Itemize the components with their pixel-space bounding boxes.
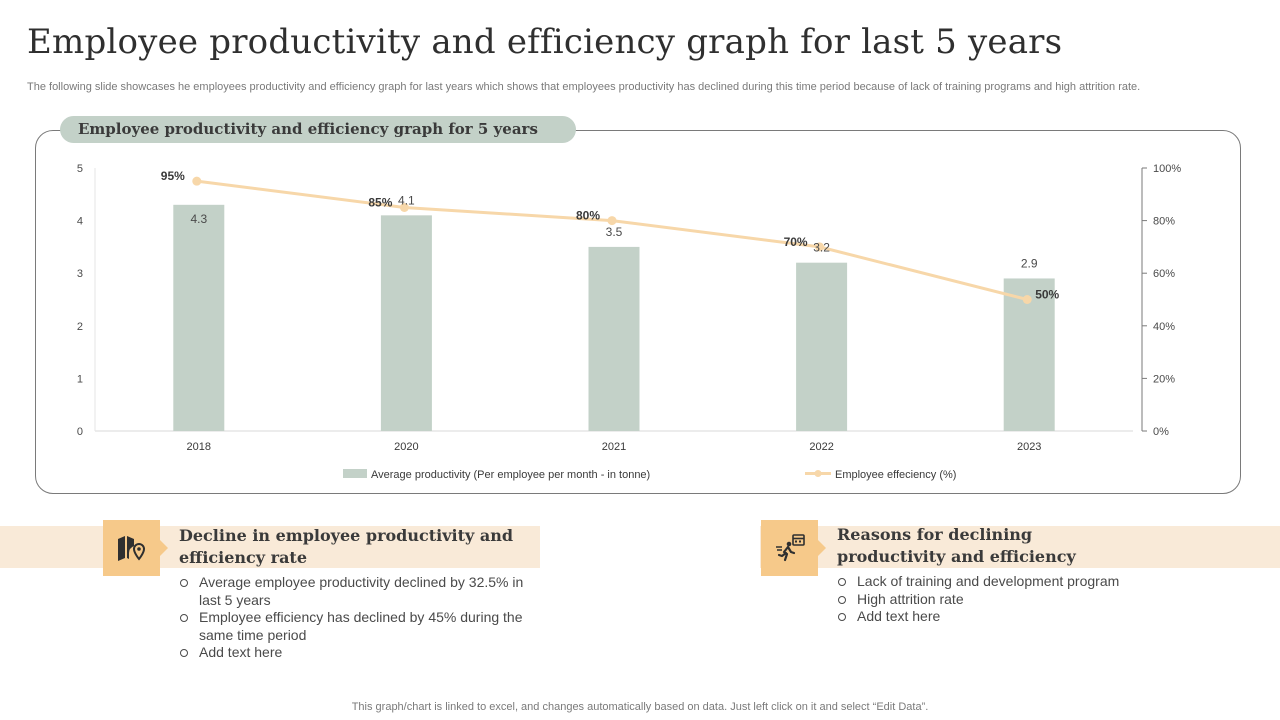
- bar-2022[interactable]: [796, 262, 848, 431]
- running-deadline-icon: [775, 534, 805, 562]
- left-section-title-line2: efficiency rate: [179, 548, 307, 567]
- line-data-label: 50%: [1035, 288, 1059, 302]
- left-section-band: [0, 526, 540, 568]
- line-data-label: 80%: [576, 209, 600, 223]
- legend-line-marker: [814, 470, 822, 477]
- list-item: Lack of training and development program: [837, 573, 1237, 591]
- bar-2021[interactable]: [588, 246, 640, 431]
- efficiency-point-2021[interactable]: [607, 216, 617, 226]
- x-tick-label: 2023: [1017, 441, 1041, 453]
- right-section-icon-box: [761, 520, 826, 576]
- line-data-label: 85%: [368, 195, 392, 209]
- line-data-label: 70%: [784, 235, 808, 249]
- efficiency-point-2018[interactable]: [192, 176, 202, 186]
- list-item: Add text here: [837, 608, 1237, 626]
- bar-2023[interactable]: [1003, 278, 1055, 431]
- y-right-tick-label: 0%: [1153, 426, 1169, 438]
- bar-data-label: 4.1: [398, 193, 415, 207]
- left-section-list: Average employee productivity declined b…: [179, 574, 559, 662]
- page-subtitle: The following slide showcases he employe…: [27, 81, 1141, 93]
- line-data-label: 95%: [161, 169, 185, 183]
- y-right-tick-label: 100%: [1153, 163, 1181, 175]
- efficiency-point-2022[interactable]: [815, 242, 825, 252]
- left-section-title: Decline in employee productivity and eff…: [179, 525, 513, 569]
- efficiency-point-2023[interactable]: [1022, 295, 1032, 304]
- chart-title: Employee productivity and efficiency gra…: [60, 116, 576, 143]
- bar-2018[interactable]: [173, 204, 225, 431]
- y-left-tick-label: 2: [77, 321, 83, 333]
- right-section-list: Lack of training and development program…: [837, 573, 1237, 626]
- chart-container: [35, 130, 1241, 494]
- bar-data-label: 4.3: [190, 212, 207, 226]
- x-tick-label: 2021: [602, 441, 626, 453]
- bar-data-label: 3.5: [606, 225, 623, 239]
- y-right-tick-label: 80%: [1153, 216, 1175, 228]
- bar-data-label: 3.2: [813, 241, 830, 255]
- right-section-title: Reasons for declining productivity and e…: [837, 524, 1076, 568]
- left-section-icon-box: [103, 520, 168, 576]
- right-section-band: [760, 526, 1280, 568]
- y-right-tick-label: 60%: [1153, 268, 1175, 280]
- list-item: High attrition rate: [837, 591, 1237, 609]
- y-left-tick-label: 0: [77, 426, 83, 438]
- legend-bar-label: Average productivity (Per employee per m…: [371, 469, 650, 481]
- y-left-tick-label: 5: [77, 163, 83, 175]
- y-right-tick-label: 20%: [1153, 373, 1175, 385]
- bar-data-label: 2.9: [1021, 256, 1038, 270]
- y-left-tick-label: 3: [77, 268, 83, 280]
- x-tick-label: 2022: [809, 441, 833, 453]
- list-item: Add text here: [179, 644, 559, 662]
- bar-2020[interactable]: [380, 215, 432, 431]
- x-tick-label: 2020: [394, 441, 418, 453]
- x-tick-label: 2018: [187, 441, 211, 453]
- legend-line-label: Employee effeciency (%): [835, 469, 956, 481]
- right-section-title-line1: Reasons for declining: [837, 525, 1033, 544]
- page-title: Employee productivity and efficiency gra…: [27, 22, 1063, 62]
- y-right-tick-label: 40%: [1153, 321, 1175, 333]
- efficiency-point-2020[interactable]: [399, 202, 409, 212]
- y-left-tick-label: 1: [77, 373, 83, 385]
- left-section-title-line1: Decline in employee productivity and: [179, 526, 514, 545]
- map-location-icon: [117, 536, 145, 561]
- legend-bar-swatch: [343, 469, 367, 478]
- list-item: Average employee productivity declined b…: [179, 574, 559, 609]
- right-section-title-line2: productivity and efficiency: [837, 547, 1076, 566]
- list-item: Employee efficiency has declined by 45% …: [179, 609, 559, 644]
- footer-note: This graph/chart is linked to excel, and…: [351, 701, 929, 713]
- y-left-tick-label: 4: [77, 216, 83, 228]
